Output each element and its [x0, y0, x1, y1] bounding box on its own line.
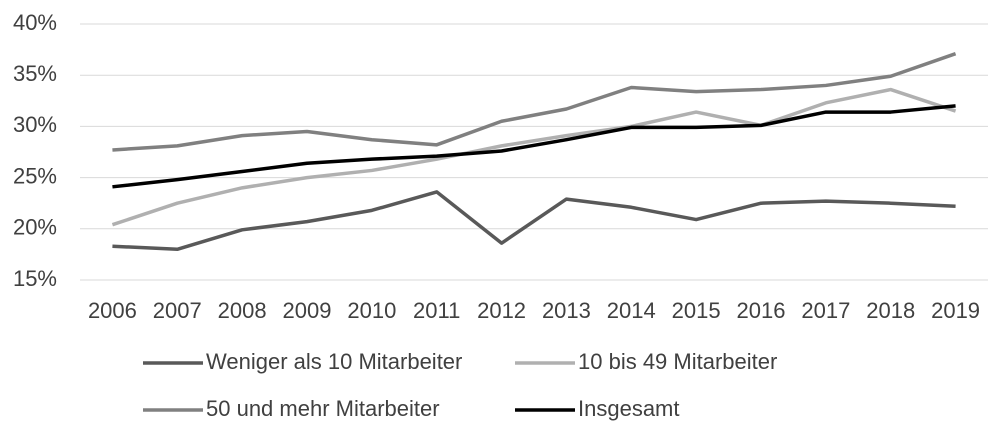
- x-tick-label: 2015: [672, 298, 721, 323]
- series-line: [111, 87, 957, 227]
- legend-label: 10 bis 49 Mitarbeiter: [578, 349, 777, 374]
- x-tick-label: 2009: [283, 298, 332, 323]
- series-line: [112, 52, 957, 152]
- series-line: [112, 104, 956, 189]
- y-tick-label: 20%: [13, 215, 57, 240]
- legend-label: 50 und mehr Mitarbeiter: [206, 396, 440, 421]
- x-tick-label: 2013: [542, 298, 591, 323]
- legend-label: Weniger als 10 Mitarbeiter: [206, 349, 462, 374]
- x-tick-label: 2019: [931, 298, 980, 323]
- x-tick-label: 2012: [477, 298, 526, 323]
- x-tick-label: 2011: [413, 298, 460, 323]
- y-tick-label: 30%: [13, 112, 57, 137]
- x-tick-label: 2016: [737, 298, 786, 323]
- x-tick-label: 2007: [153, 298, 202, 323]
- y-tick-label: 35%: [13, 61, 57, 86]
- x-tick-label: 2006: [88, 298, 137, 323]
- x-tick-label: 2014: [607, 298, 656, 323]
- series-line: [112, 190, 956, 252]
- legend-label: Insgesamt: [578, 396, 680, 421]
- x-tick-label: 2008: [218, 298, 267, 323]
- x-tick-label: 2018: [866, 298, 915, 323]
- y-tick-label: 25%: [13, 163, 57, 188]
- x-tick-label: 2017: [801, 298, 850, 323]
- y-tick-label: 15%: [13, 266, 57, 291]
- x-tick-label: 2010: [347, 298, 396, 323]
- y-tick-label: 40%: [13, 10, 57, 35]
